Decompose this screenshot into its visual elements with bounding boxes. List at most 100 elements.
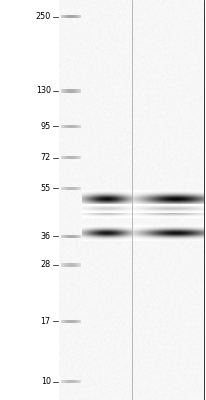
Bar xyxy=(72,187,73,190)
Bar xyxy=(73,15,74,18)
Bar xyxy=(73,380,74,383)
Bar xyxy=(70,320,71,323)
Bar xyxy=(61,263,62,266)
Bar xyxy=(71,263,72,266)
Bar xyxy=(63,380,64,383)
Bar xyxy=(66,89,67,92)
Bar xyxy=(61,15,62,18)
Bar xyxy=(72,156,73,160)
Bar xyxy=(64,235,65,238)
Bar xyxy=(62,89,63,92)
Bar xyxy=(78,320,79,323)
Bar xyxy=(70,235,71,238)
Bar xyxy=(64,15,65,18)
Bar xyxy=(66,15,67,18)
Bar xyxy=(70,156,71,160)
Bar xyxy=(64,125,65,128)
Text: 28: 28 xyxy=(40,260,50,270)
Bar xyxy=(70,235,71,238)
Bar xyxy=(72,320,73,323)
Bar xyxy=(71,320,72,323)
Bar xyxy=(62,380,63,383)
Bar xyxy=(72,125,73,128)
Bar xyxy=(62,15,63,18)
Bar xyxy=(80,320,81,323)
Bar xyxy=(64,263,65,266)
Bar xyxy=(70,125,71,128)
Bar xyxy=(61,156,62,160)
Bar xyxy=(67,187,68,190)
Bar xyxy=(69,263,70,266)
Bar xyxy=(79,187,80,190)
Text: 55: 55 xyxy=(40,184,50,193)
Bar xyxy=(75,380,76,383)
Bar xyxy=(74,156,75,160)
Bar xyxy=(68,263,69,266)
Bar xyxy=(72,89,73,92)
Bar xyxy=(79,380,80,383)
Bar xyxy=(62,235,63,238)
Bar xyxy=(62,263,63,266)
Bar xyxy=(65,320,66,323)
Bar xyxy=(61,380,62,383)
Bar xyxy=(77,235,78,238)
Bar xyxy=(72,15,73,18)
Bar xyxy=(61,380,62,383)
Bar xyxy=(70,89,71,92)
Bar xyxy=(74,235,75,238)
Bar xyxy=(67,187,68,190)
Bar xyxy=(74,15,75,18)
Bar xyxy=(70,380,71,383)
Bar xyxy=(75,156,76,160)
Bar xyxy=(70,15,71,18)
Bar xyxy=(63,125,64,128)
Text: 250: 250 xyxy=(35,12,50,21)
Bar xyxy=(73,187,74,190)
Bar xyxy=(62,89,63,92)
Bar xyxy=(79,235,80,238)
Bar xyxy=(68,187,69,190)
Bar xyxy=(76,187,77,190)
Bar xyxy=(73,187,74,190)
Bar xyxy=(64,187,65,190)
Bar xyxy=(69,89,70,92)
Text: 17: 17 xyxy=(40,317,50,326)
Bar xyxy=(75,187,76,190)
Bar xyxy=(65,156,66,160)
Bar xyxy=(77,125,78,128)
Bar xyxy=(75,89,76,92)
Bar xyxy=(63,187,64,190)
Bar xyxy=(69,187,70,190)
Bar xyxy=(76,89,77,92)
Bar xyxy=(75,125,76,128)
Bar xyxy=(71,235,72,238)
Bar xyxy=(79,320,80,323)
Bar xyxy=(67,235,68,238)
Bar xyxy=(67,380,68,383)
Bar xyxy=(68,263,69,266)
Bar xyxy=(67,235,68,238)
Bar xyxy=(72,263,73,266)
Bar xyxy=(68,320,69,323)
Bar xyxy=(76,156,77,160)
Bar xyxy=(77,187,78,190)
Bar xyxy=(75,235,76,238)
Bar xyxy=(77,263,78,266)
Bar xyxy=(61,156,62,160)
Bar xyxy=(70,380,71,383)
Text: 72: 72 xyxy=(40,153,50,162)
Bar xyxy=(67,125,68,128)
Bar xyxy=(68,235,69,238)
Bar xyxy=(73,89,74,92)
Bar xyxy=(67,156,68,160)
Bar xyxy=(71,15,72,18)
Bar xyxy=(74,156,75,160)
Bar xyxy=(69,263,70,266)
Bar xyxy=(74,263,75,266)
Bar xyxy=(64,15,65,18)
Bar xyxy=(63,125,64,128)
Bar xyxy=(61,125,62,128)
Bar xyxy=(78,187,79,190)
Bar xyxy=(71,89,72,92)
Bar xyxy=(64,320,65,323)
